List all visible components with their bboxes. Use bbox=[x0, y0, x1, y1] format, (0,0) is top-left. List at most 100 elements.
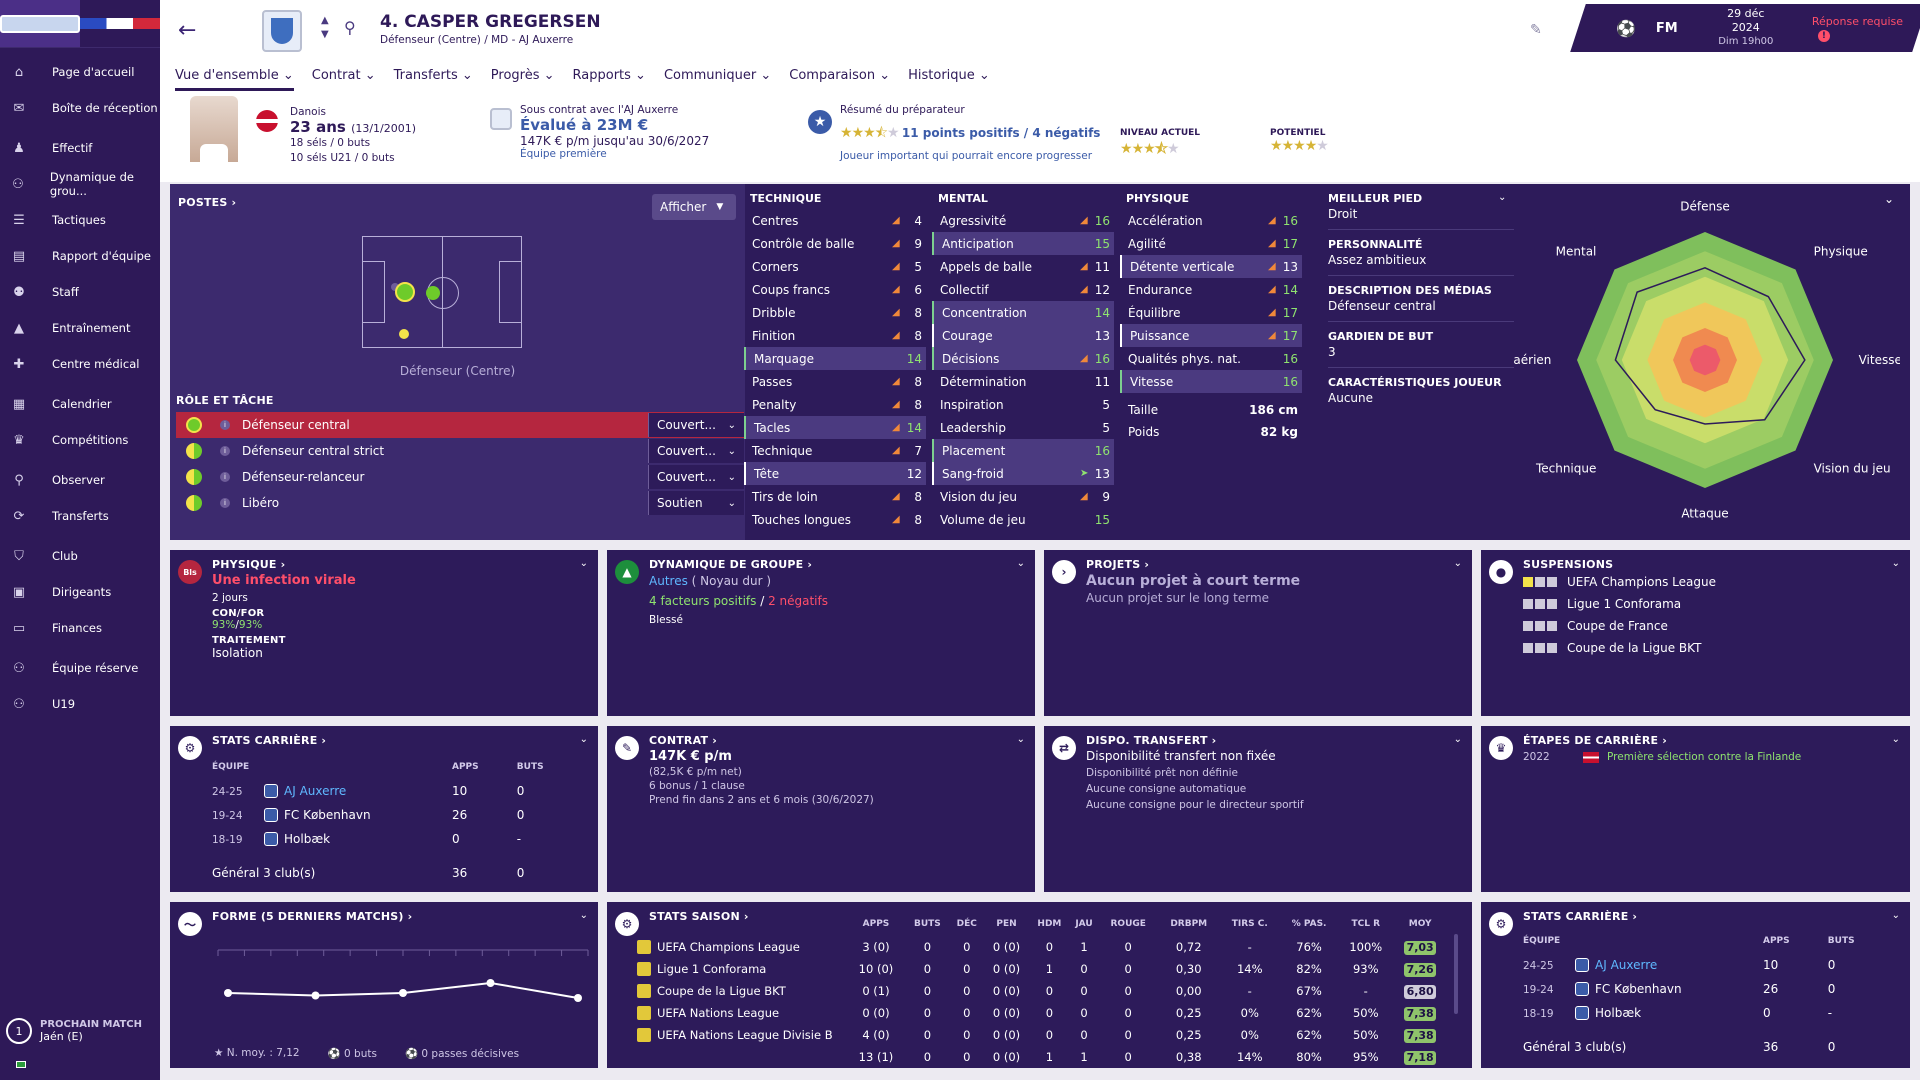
attribute-row[interactable]: Endurance ◢ 14 bbox=[1120, 278, 1302, 301]
attribute-row[interactable]: Technique ◢ 7 bbox=[744, 439, 926, 462]
attribute-row[interactable]: Placement 16 bbox=[932, 439, 1114, 462]
season-stats-title[interactable]: STATS SAISON › bbox=[649, 910, 749, 923]
form-card-title[interactable]: FORME (5 DERNIERS MATCHS) › bbox=[212, 910, 413, 923]
info-icon[interactable]: i bbox=[220, 498, 230, 508]
chevron-down-icon[interactable]: ⌄ bbox=[1891, 910, 1900, 921]
season-row[interactable]: UEFA Nations League 0 (0) 0 0 0 (0) 0 0 0 0,25 0%… bbox=[637, 1002, 1447, 1024]
edit-pencil-icon[interactable]: ✎ bbox=[1530, 22, 1542, 38]
attribute-row[interactable]: Centres ◢ 4 bbox=[744, 209, 926, 232]
season-row[interactable]: UEFA Nations League Divisie B 4 (0) 0 0 0 (0… bbox=[637, 1024, 1447, 1046]
sidebar-item[interactable]: ▤ Rapport d'équipe bbox=[0, 238, 160, 274]
sidebar-item[interactable]: ⚇ U19 bbox=[0, 686, 160, 722]
attribute-row[interactable]: Penalty ◢ 8 bbox=[744, 393, 926, 416]
chevron-down-icon[interactable]: ⌄ bbox=[1453, 734, 1462, 745]
dynamics-card-title[interactable]: DYNAMIQUE DE GROUPE › bbox=[649, 558, 813, 571]
chevron-down-icon[interactable]: ⌄ bbox=[579, 910, 588, 921]
attribute-row[interactable]: Coups francs ◢ 6 bbox=[744, 278, 926, 301]
player-nav-arrows[interactable]: ▲ ▼ bbox=[321, 15, 329, 40]
career-row[interactable]: 24-25 AJ Auxerre 10 0 bbox=[1523, 953, 1893, 977]
role-duty-dropdown[interactable]: Couvert... ⌄ bbox=[648, 413, 744, 437]
chevron-down-icon[interactable]: ⌄ bbox=[1891, 558, 1900, 569]
attribute-row[interactable]: Appels de balle ◢ 11 bbox=[932, 255, 1114, 278]
attribute-row[interactable]: Détermination 11 bbox=[932, 370, 1114, 393]
info-icon[interactable]: i bbox=[220, 446, 230, 456]
season-row[interactable]: 13 (1) 0 0 0 (0) 1 1 0 0,38 14% 80% 95% 7,18 bbox=[637, 1046, 1447, 1068]
career-row[interactable]: 24-25 AJ Auxerre 10 0 bbox=[212, 779, 582, 803]
chevron-down-icon[interactable]: ⌄ bbox=[1498, 192, 1507, 203]
attribute-row[interactable]: Anticipation 15 bbox=[932, 232, 1114, 255]
physique-card-title[interactable]: PHYSIQUE › bbox=[212, 558, 286, 571]
fm-logo[interactable]: FM bbox=[1655, 20, 1678, 36]
career-row[interactable]: 19-24 FC København 26 0 bbox=[212, 803, 582, 827]
tab-item[interactable]: Comparaison ⌄ bbox=[789, 68, 890, 91]
season-row[interactable]: UEFA Champions League 3 (0) 0 0 0 (0) 0 1 0 0,72… bbox=[637, 936, 1447, 958]
positive-factors[interactable]: 4 facteurs positifs bbox=[649, 594, 757, 608]
attribute-row[interactable]: Équilibre ◢ 17 bbox=[1120, 301, 1302, 324]
projects-card-title[interactable]: PROJETS › bbox=[1086, 558, 1150, 571]
competition-name[interactable]: UEFA Champions League bbox=[657, 939, 800, 954]
sidebar-item[interactable]: ▭ Finances bbox=[0, 610, 160, 646]
tab-item[interactable]: Progrès ⌄ bbox=[491, 68, 555, 91]
display-dropdown[interactable]: Afficher ▼ bbox=[652, 194, 736, 220]
attribute-row[interactable]: Inspiration 5 bbox=[932, 393, 1114, 416]
role-duty-dropdown[interactable]: Couvert... ⌄ bbox=[648, 439, 744, 463]
attribute-row[interactable]: Accélération ◢ 16 bbox=[1120, 209, 1302, 232]
chevron-down-icon[interactable]: ⌄ bbox=[1453, 558, 1462, 569]
sidebar-item[interactable]: ⚉ Staff bbox=[0, 274, 160, 310]
competition-name[interactable]: Ligue 1 Conforama bbox=[657, 961, 767, 976]
summary-points[interactable]: 11 points positifs / 4 négatifs bbox=[901, 126, 1101, 140]
form-point[interactable] bbox=[399, 989, 407, 997]
form-point[interactable] bbox=[311, 991, 320, 1000]
form-point[interactable] bbox=[486, 979, 495, 987]
role-row[interactable]: i Libéro Soutien ⌄ bbox=[176, 490, 744, 516]
career-row[interactable]: 19-24 FC København 26 0 bbox=[1523, 977, 1893, 1001]
positions-title[interactable]: POSTES › bbox=[178, 196, 237, 209]
tab-item[interactable]: Communiquer ⌄ bbox=[664, 68, 771, 91]
attribute-row[interactable]: Sang-froid ➤ 13 bbox=[932, 462, 1114, 485]
attribute-row[interactable]: Agressivité ◢ 16 bbox=[932, 209, 1114, 232]
attribute-row[interactable]: Corners ◢ 5 bbox=[744, 255, 926, 278]
tab-item[interactable]: Rapports ⌄ bbox=[573, 68, 646, 91]
career-club[interactable]: Holbæk bbox=[1595, 1005, 1642, 1020]
sidebar-item[interactable]: ♛ Compétitions bbox=[0, 422, 160, 458]
player-subtitle[interactable]: Défenseur (Centre) / MD - AJ Auxerre bbox=[380, 34, 574, 46]
career-stats-2-title[interactable]: STATS CARRIÈRE › bbox=[1523, 910, 1638, 923]
sidebar-item[interactable]: ✉ Boîte de réception bbox=[0, 90, 160, 126]
career-row[interactable]: 18-19 Holbæk 0 - bbox=[212, 827, 582, 851]
career-stats-title[interactable]: STATS CARRIÈRE › bbox=[212, 734, 327, 747]
attribute-row[interactable]: Marquage 14 bbox=[744, 347, 926, 370]
season-row[interactable]: Ligue 1 Conforama 10 (0) 0 0 0 (0) 1 0 0 0,30 14%… bbox=[637, 958, 1447, 980]
sidebar-item[interactable]: ⚇ Dynamique de grou... bbox=[0, 166, 160, 202]
career-row[interactable]: 18-19 Holbæk 0 - bbox=[1523, 1001, 1893, 1025]
career-club[interactable]: FC København bbox=[284, 807, 371, 822]
sidebar-item[interactable]: ⌂ Page d'accueil bbox=[0, 54, 160, 90]
attribute-row[interactable]: Agilité ◢ 17 bbox=[1120, 232, 1302, 255]
club-crest-icon[interactable] bbox=[262, 10, 302, 52]
attribute-row[interactable]: Tête 12 bbox=[744, 462, 926, 485]
attribute-row[interactable]: Contrôle de balle ◢ 9 bbox=[744, 232, 926, 255]
sidebar-item[interactable]: ▦ Calendrier bbox=[0, 386, 160, 422]
career-club[interactable]: FC København bbox=[1595, 981, 1682, 996]
attribute-row[interactable]: Volume de jeu 15 bbox=[932, 508, 1114, 531]
competition-name[interactable]: UEFA Nations League bbox=[657, 1005, 780, 1020]
tab-item[interactable]: Historique ⌄ bbox=[908, 68, 990, 91]
transfer-card-title[interactable]: DISPO. TRANSFERT › bbox=[1086, 734, 1217, 747]
sidebar-item[interactable]: ☰ Tactiques bbox=[0, 202, 160, 238]
attribute-row[interactable]: Leadership 5 bbox=[932, 416, 1114, 439]
sidebar-item[interactable]: ⟳ Transferts bbox=[0, 498, 160, 534]
attribute-row[interactable]: Décisions ◢ 16 bbox=[932, 347, 1114, 370]
attribute-row[interactable]: Vision du jeu ◢ 9 bbox=[932, 485, 1114, 508]
next-match[interactable]: 1 PROCHAIN MATCH Jaén (E) bbox=[6, 1018, 142, 1044]
back-arrow-icon[interactable]: ← bbox=[178, 18, 197, 43]
search-icon[interactable]: ⚲ bbox=[344, 18, 356, 37]
sidebar-item[interactable]: ⛉ Club bbox=[0, 538, 160, 574]
chevron-down-icon[interactable]: ⌄ bbox=[579, 734, 588, 745]
attribute-row[interactable]: Qualités phys. nat. 16 bbox=[1120, 347, 1302, 370]
nation-switch-button[interactable] bbox=[80, 0, 160, 47]
role-row[interactable]: i Défenseur central strict Couvert... ⌄ bbox=[176, 438, 744, 464]
globe-icon[interactable]: ⚽ bbox=[1616, 18, 1636, 38]
attribute-row[interactable]: Finition ◢ 8 bbox=[744, 324, 926, 347]
attribute-row[interactable]: Courage 13 bbox=[932, 324, 1114, 347]
sidebar-item[interactable]: ⚇ Équipe réserve bbox=[0, 650, 160, 686]
club-switch-button[interactable] bbox=[0, 0, 80, 47]
